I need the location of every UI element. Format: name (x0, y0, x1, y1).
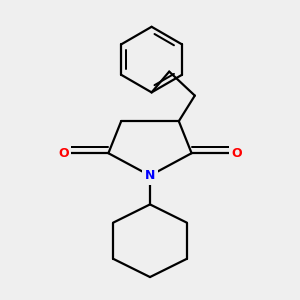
Text: O: O (231, 147, 242, 160)
Text: O: O (58, 147, 69, 160)
Text: N: N (145, 169, 155, 182)
